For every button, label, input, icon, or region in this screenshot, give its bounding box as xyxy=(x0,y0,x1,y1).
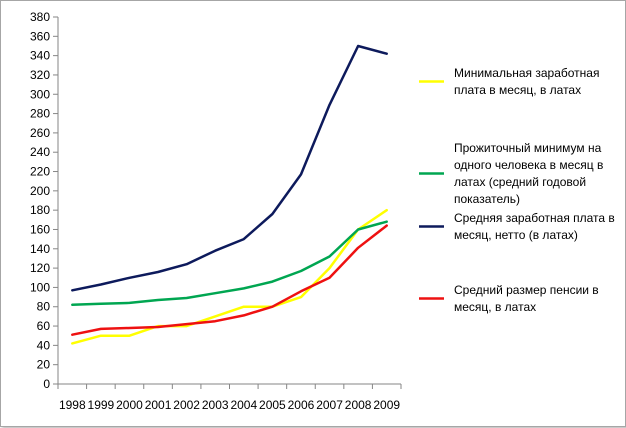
x-tick-label: 2003 xyxy=(202,398,229,412)
x-tick-label: 2002 xyxy=(173,398,200,412)
y-tick-labels: 0 20 40 60 80 100 120 140 160 180 200 220 240 260 280 3… xyxy=(30,10,50,391)
x-tick-label: 1999 xyxy=(88,398,115,412)
legend-label: Прожиточный минимум на одного человека в … xyxy=(454,141,603,206)
y-tick-label: 20 xyxy=(37,358,51,372)
legend-entry-3: Средняя заработная плата в месяц, нетто (… xyxy=(419,211,615,242)
y-tick-label: 0 xyxy=(43,377,50,391)
legend-label: Минимальная заработная плата в месяц, в л… xyxy=(454,66,599,97)
y-tick-label: 100 xyxy=(30,280,50,294)
y-tick-label: 80 xyxy=(37,300,51,314)
axes xyxy=(53,16,402,389)
series-lines xyxy=(71,44,388,345)
y-tick-label: 200 xyxy=(30,184,50,198)
series-line-2 xyxy=(71,220,388,307)
legend: Минимальная заработная плата в месяц, в л… xyxy=(419,66,615,314)
y-tick-label: 280 xyxy=(30,107,50,121)
y-tick-label: 300 xyxy=(30,87,50,101)
y-tick-label: 140 xyxy=(30,242,50,256)
y-tick-label: 120 xyxy=(30,261,50,275)
y-tick-label: 180 xyxy=(30,203,50,217)
y-tick-label: 260 xyxy=(30,126,50,140)
y-tick-label: 160 xyxy=(30,222,50,236)
y-tick-label: 60 xyxy=(37,319,51,333)
y-tick-label: 240 xyxy=(30,145,50,159)
series-line-1 xyxy=(71,208,388,345)
y-tick-label: 340 xyxy=(30,49,50,63)
x-tick-label: 2006 xyxy=(288,398,315,412)
y-tick-label: 380 xyxy=(30,10,50,24)
legend-label: Средняя заработная плата в месяц, нетто (… xyxy=(454,211,615,242)
x-tick-label: 2008 xyxy=(345,398,372,412)
x-tick-label: 2009 xyxy=(373,398,400,412)
y-tick-label: 220 xyxy=(30,165,50,179)
series-line-4 xyxy=(71,224,388,336)
legend-entry-1: Минимальная заработная плата в месяц, в л… xyxy=(419,66,599,97)
legend-entry-2: Прожиточный минимум на одного человека в … xyxy=(419,141,603,206)
series-line-3 xyxy=(71,44,388,292)
x-tick-label: 2001 xyxy=(145,398,172,412)
x-tick-label: 2007 xyxy=(316,398,343,412)
y-tick-label: 360 xyxy=(30,29,50,43)
x-tick-label: 1998 xyxy=(59,398,86,412)
x-tick-label: 2005 xyxy=(259,398,286,412)
y-tick-label: 320 xyxy=(30,68,50,82)
x-tick-labels: 1998 1999 2000 2001 2002 2003 2004 2005 2006 2007… xyxy=(59,398,400,412)
legend-label: Средний размер пенсии в месяц, в латах xyxy=(454,283,599,314)
x-tick-label: 2004 xyxy=(230,398,257,412)
legend-entry-4: Средний размер пенсии в месяц, в латах xyxy=(419,283,599,314)
x-tick-label: 2000 xyxy=(116,398,143,412)
y-tick-label: 40 xyxy=(37,338,51,352)
